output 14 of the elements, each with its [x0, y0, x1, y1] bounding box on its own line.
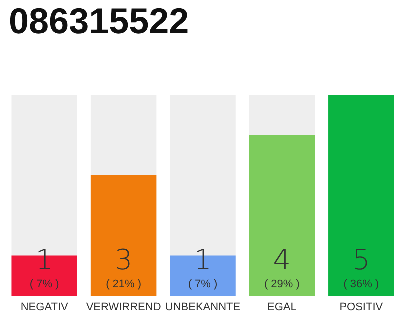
annotation: ( 7% ) — [188, 278, 218, 290]
x-tick-label: VERWIRREND — [86, 302, 162, 314]
data-label: 4 — [273, 244, 292, 276]
chart-title: 086315522 — [9, 0, 190, 42]
annotation: ( 36% ) — [344, 278, 380, 290]
x-tick-label: EGAL — [268, 302, 297, 314]
data-label: 5 — [352, 244, 370, 276]
annotation: ( 29% ) — [264, 278, 300, 290]
x-tick-label: POSITIV — [340, 302, 384, 314]
annotation: ( 7% ) — [30, 278, 60, 290]
annotation: ( 21% ) — [106, 278, 142, 290]
x-tick-label: NEGATIV — [20, 302, 69, 314]
data-label: 3 — [114, 244, 133, 276]
x-tick-label: UNBEKANNTE — [165, 302, 241, 314]
